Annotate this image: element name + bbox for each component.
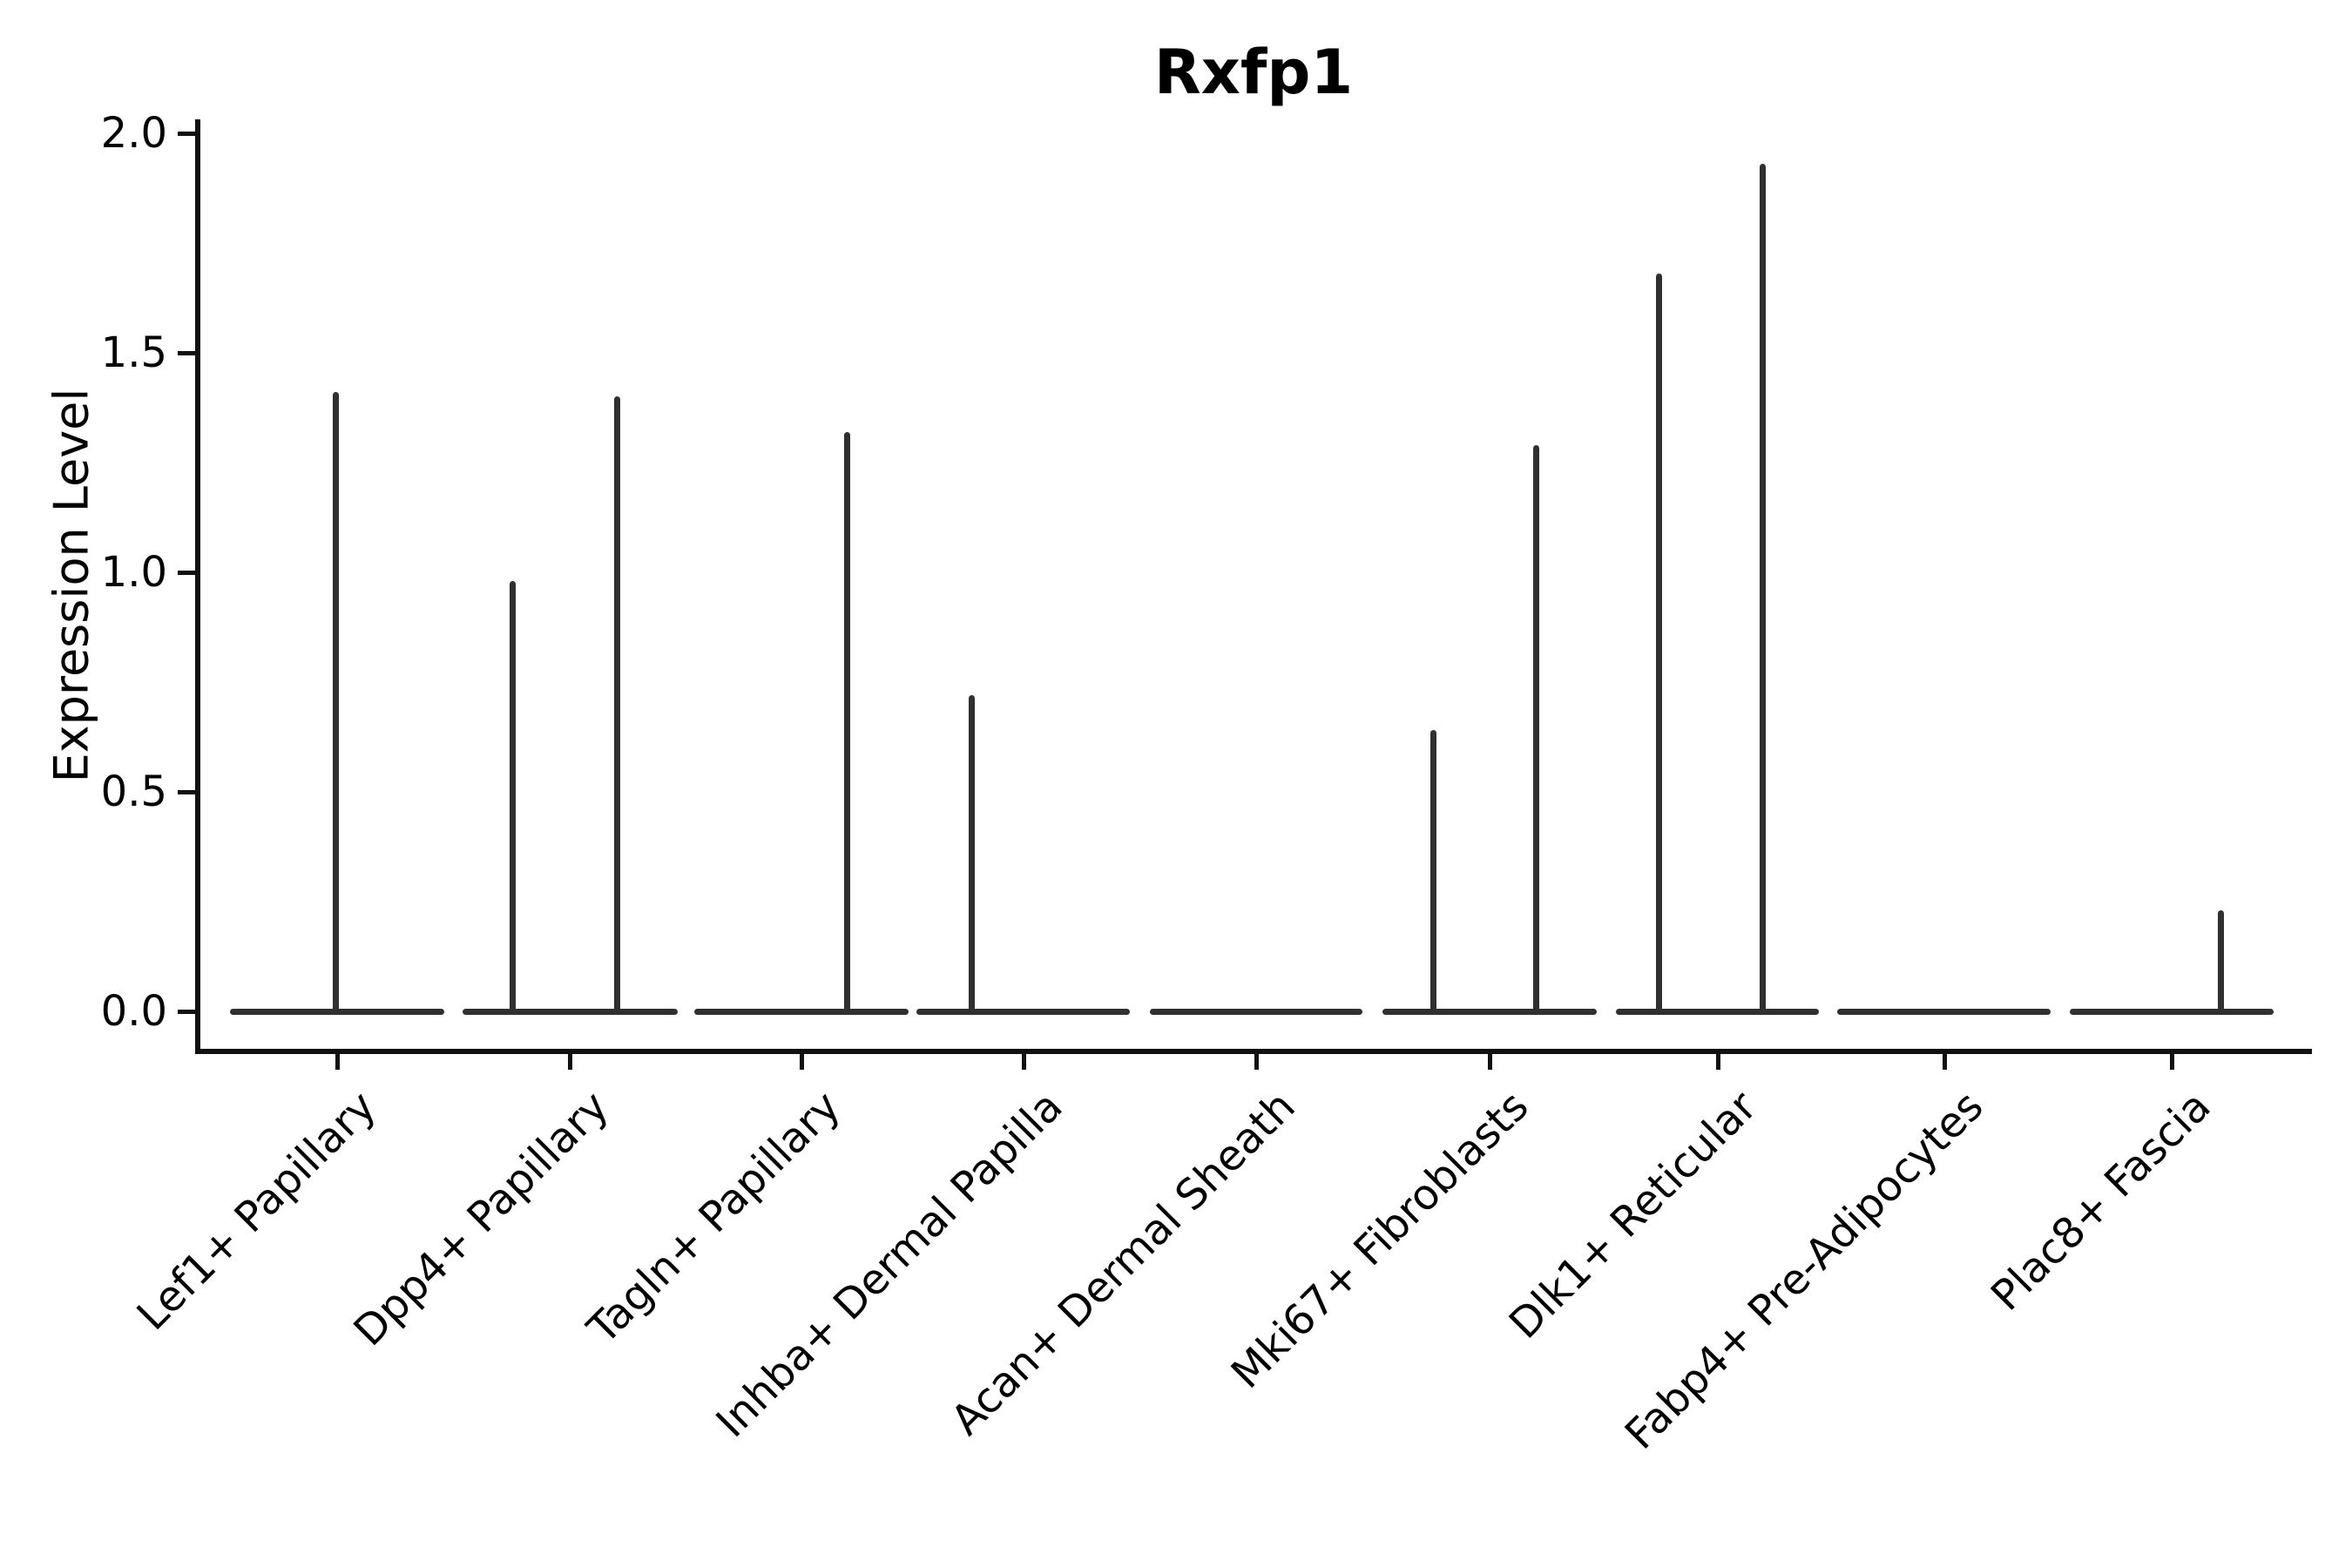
y-tick — [178, 350, 195, 355]
violin-spike — [1759, 164, 1766, 1015]
chart-title: Rxfp1 — [1153, 37, 1354, 108]
violin-base — [1616, 1008, 1819, 1015]
violin-spike — [613, 396, 620, 1015]
violin-base — [2070, 1008, 2274, 1015]
y-tick-label: 1.0 — [100, 548, 167, 597]
y-tick — [178, 131, 195, 136]
violin-spike — [843, 431, 850, 1015]
x-tick — [1942, 1054, 1947, 1070]
violin-base — [1837, 1008, 2051, 1015]
violin-base — [1150, 1008, 1362, 1015]
y-tick-label: 0.0 — [100, 987, 167, 1036]
y-tick-label: 0.5 — [100, 767, 167, 816]
x-tick — [2169, 1054, 2174, 1070]
y-tick-label: 1.5 — [100, 328, 167, 377]
violin-base — [1382, 1008, 1597, 1015]
x-tick — [567, 1054, 572, 1070]
plot-area — [195, 119, 2312, 1054]
violin-spike — [2217, 910, 2224, 1015]
violin-spike — [509, 581, 516, 1015]
violin-spike — [1655, 274, 1662, 1015]
x-tick — [1021, 1054, 1026, 1070]
violin-spike — [332, 392, 339, 1015]
violin-spike — [1429, 730, 1436, 1015]
x-tick — [1487, 1054, 1492, 1070]
x-tick — [1715, 1054, 1720, 1070]
violin-base — [916, 1008, 1130, 1015]
y-tick — [178, 789, 195, 794]
violin-spike — [968, 695, 975, 1015]
y-tick — [178, 570, 195, 575]
x-tick — [1254, 1054, 1259, 1070]
x-tick — [335, 1054, 340, 1070]
violin-base — [463, 1008, 678, 1015]
x-tick — [799, 1054, 804, 1070]
y-tick — [178, 1009, 195, 1014]
y-tick-label: 2.0 — [100, 109, 167, 158]
violin-spike — [1532, 444, 1539, 1015]
violin-base — [694, 1008, 909, 1015]
